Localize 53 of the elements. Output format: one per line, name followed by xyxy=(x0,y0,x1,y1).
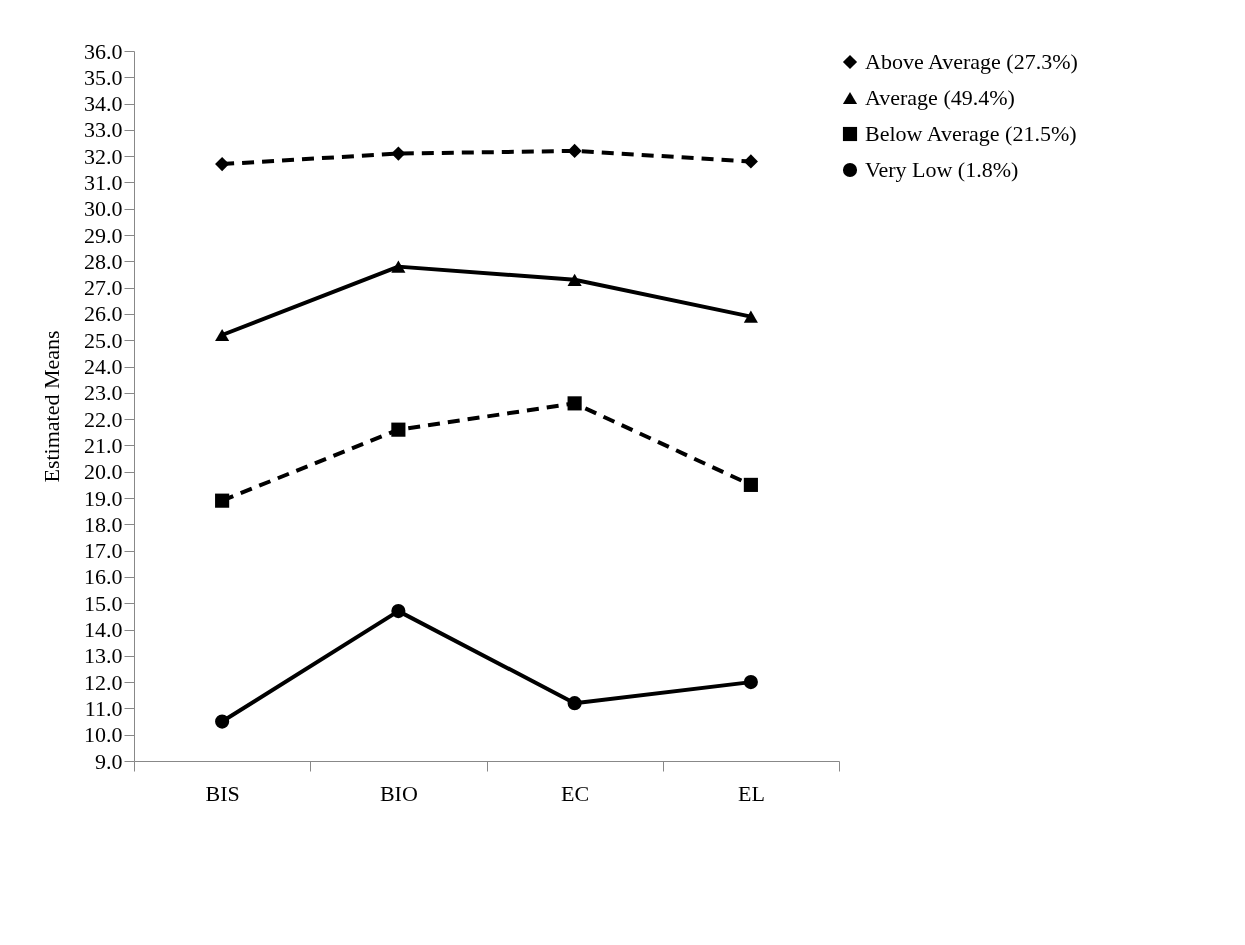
point xyxy=(215,157,230,172)
y-tick-label: 16.0 xyxy=(84,564,123,590)
y-tick-label: 32.0 xyxy=(84,143,123,169)
y-tick-label: 28.0 xyxy=(84,248,123,274)
y-tick-label: 22.0 xyxy=(84,406,123,432)
y-tick-label: 9.0 xyxy=(95,748,123,774)
y-tick-label: 18.0 xyxy=(84,511,123,537)
legend-label: Average (49.4%) xyxy=(865,85,1015,110)
y-tick-label: 27.0 xyxy=(84,275,123,301)
y-tick-label: 33.0 xyxy=(84,117,123,143)
y-tick-label: 26.0 xyxy=(84,301,123,327)
legend-label: Very Low (1.8%) xyxy=(865,157,1019,182)
y-axis-title: Estimated Means xyxy=(39,330,64,483)
point xyxy=(567,143,582,158)
y-tick-label: 15.0 xyxy=(84,590,123,616)
point xyxy=(567,273,582,286)
y-tick-label: 21.0 xyxy=(84,432,123,458)
x-tick-label: EC xyxy=(561,780,590,806)
point xyxy=(743,154,758,169)
y-tick-label: 14.0 xyxy=(84,617,123,643)
point xyxy=(215,493,230,508)
point xyxy=(391,146,406,161)
point xyxy=(743,477,758,492)
y-tick-label: 36.0 xyxy=(84,38,123,64)
legend-label: Below Average (21.5%) xyxy=(865,121,1077,146)
y-tick-label: 10.0 xyxy=(84,722,123,748)
x-tick-label: BIO xyxy=(379,780,418,806)
x-tick-label: BIS xyxy=(205,780,240,806)
y-tick-label: 25.0 xyxy=(84,327,123,353)
y-tick-label: 24.0 xyxy=(84,354,123,380)
y-tick-label: 35.0 xyxy=(84,64,123,90)
point xyxy=(391,604,406,619)
y-tick-label: 19.0 xyxy=(84,485,123,511)
y-tick-label: 30.0 xyxy=(84,196,123,222)
legend-label: Above Average (27.3%) xyxy=(865,49,1078,74)
y-tick-label: 34.0 xyxy=(84,91,123,117)
y-tick-label: 11.0 xyxy=(84,695,123,721)
point xyxy=(215,714,230,729)
point xyxy=(567,696,582,711)
y-tick-label: 23.0 xyxy=(84,380,123,406)
point xyxy=(215,328,230,342)
y-tick-label: 20.0 xyxy=(84,459,123,485)
x-tick-label: EL xyxy=(737,780,765,806)
point xyxy=(743,310,758,323)
point xyxy=(743,675,758,690)
y-tick-label: 12.0 xyxy=(84,669,123,695)
point xyxy=(391,422,406,437)
y-tick-label: 29.0 xyxy=(84,222,123,248)
point xyxy=(391,260,406,273)
y-tick-label: 13.0 xyxy=(84,643,123,669)
y-tick-label: 31.0 xyxy=(84,169,123,195)
y-tick-label: 17.0 xyxy=(84,538,123,564)
point xyxy=(567,396,582,411)
